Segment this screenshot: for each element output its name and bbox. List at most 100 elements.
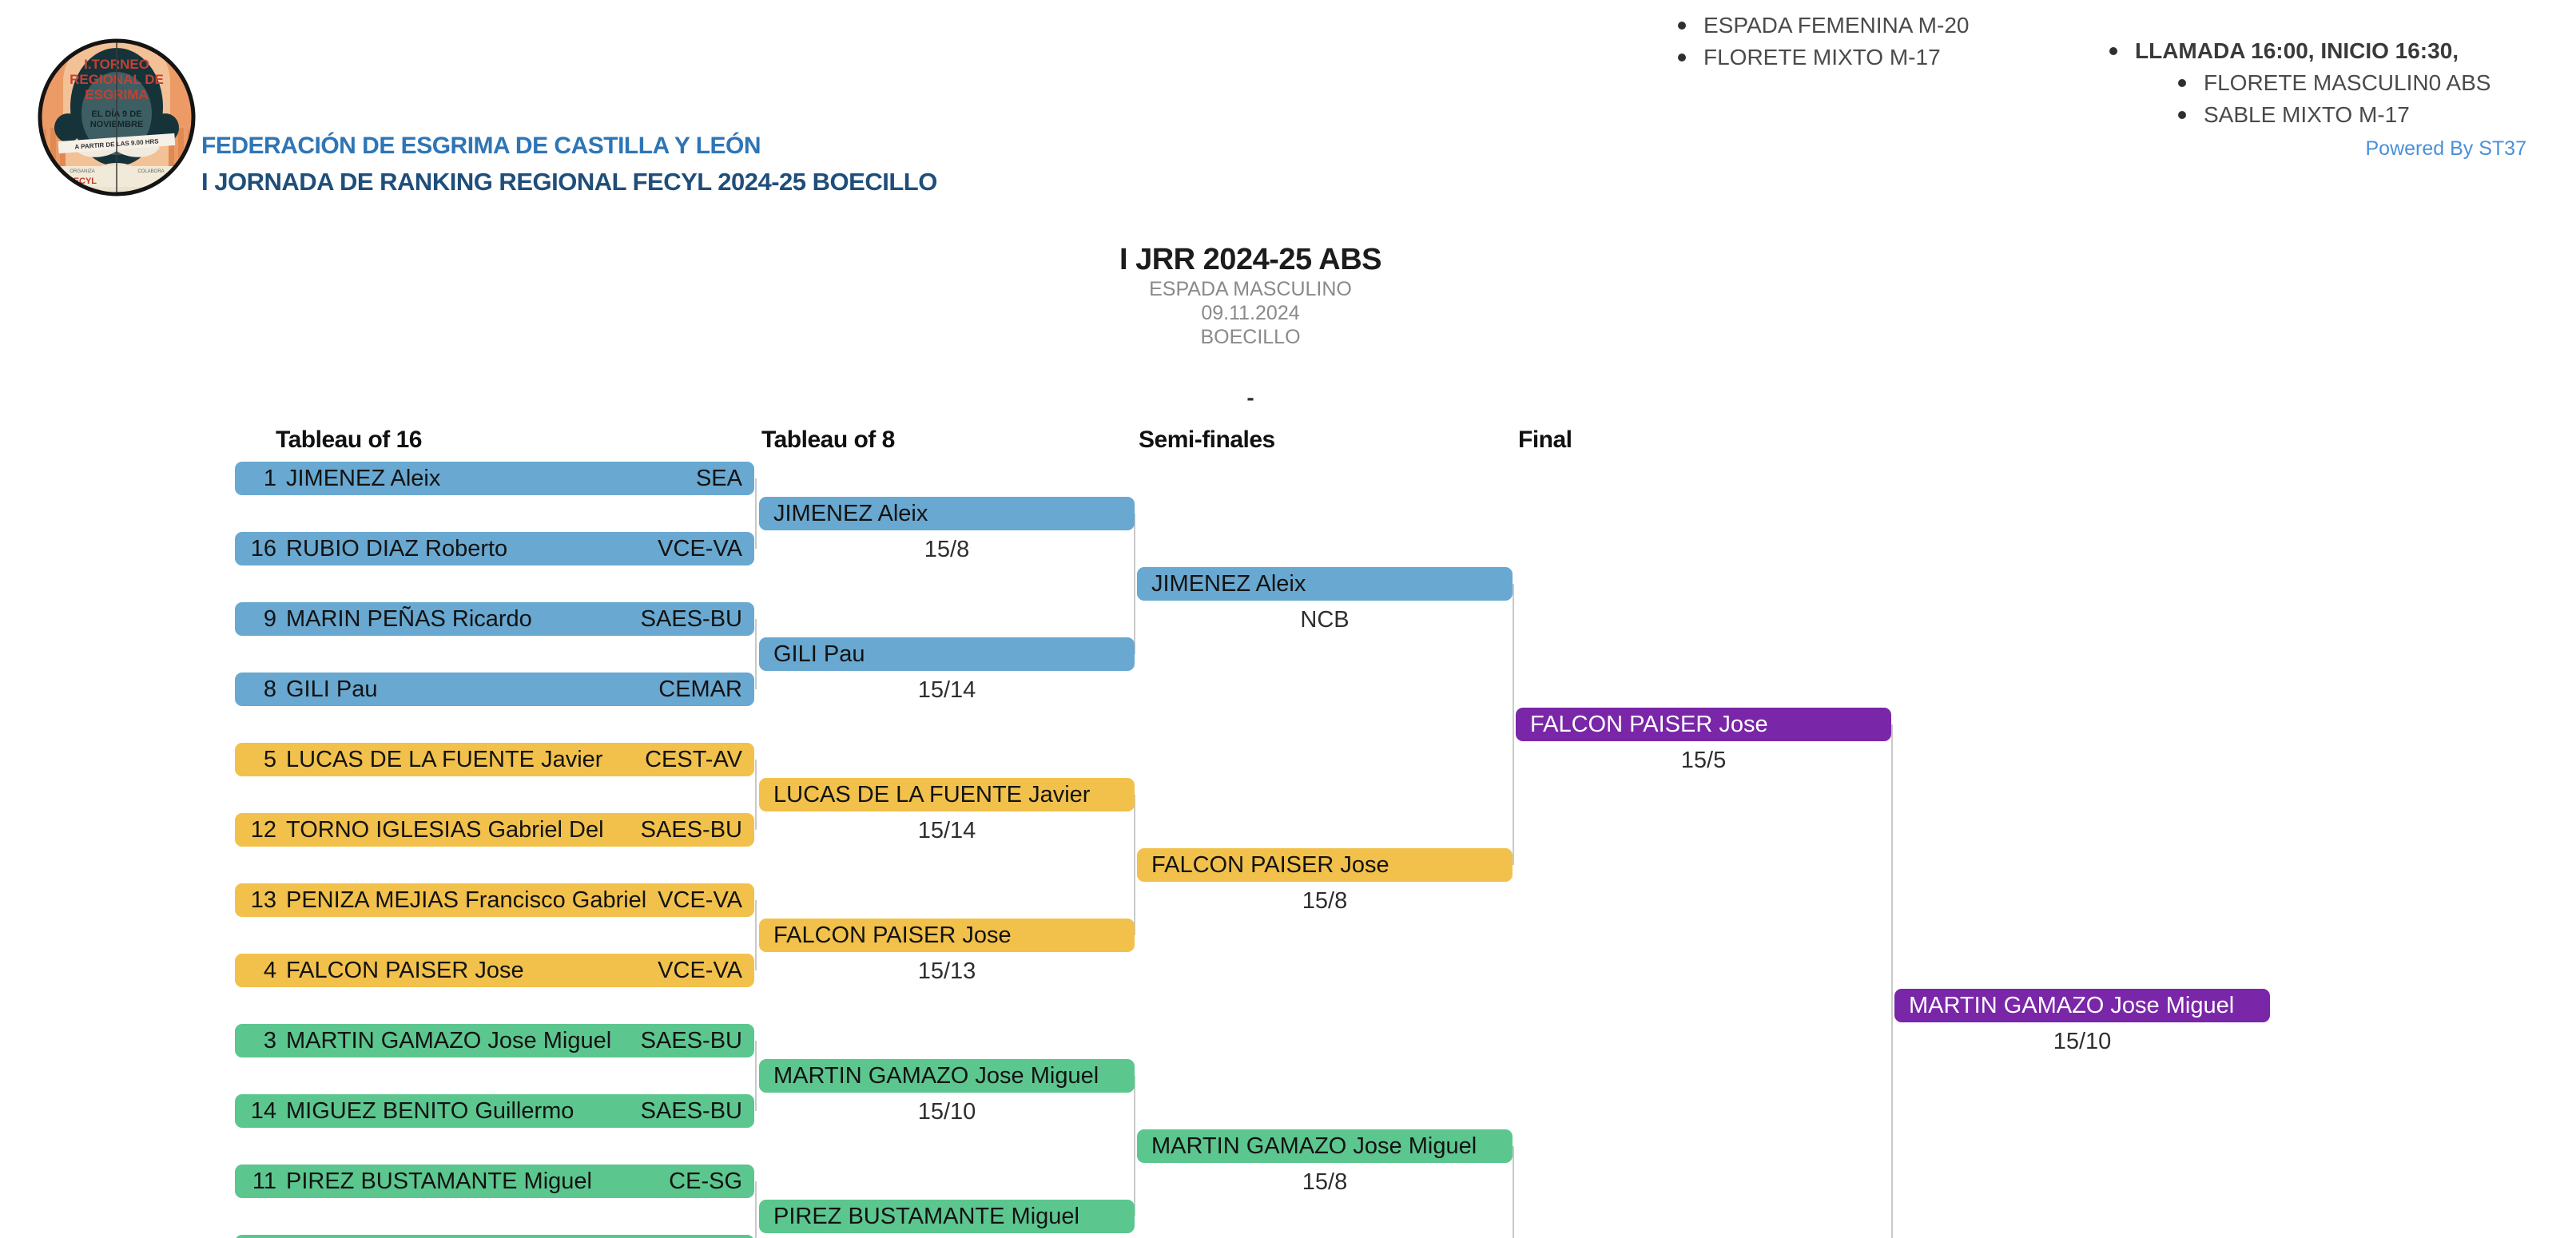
seed-number: 11 xyxy=(252,1169,276,1194)
seed-number: 12 xyxy=(250,817,276,843)
fencer-name: MIGUEZ BENITO Guillermo xyxy=(286,1098,574,1124)
bullet-icon xyxy=(2178,79,2186,87)
t16-row: 9 MARIN PEÑAS Ricardo SAES-BU xyxy=(235,602,754,636)
competition-venue: BOECILLO xyxy=(1200,326,1301,348)
call-time-item: LLAMADA 16:00, INICIO 16:30, xyxy=(2101,35,2491,67)
bullet-icon xyxy=(1678,54,1686,62)
separator-dash: - xyxy=(1246,385,1254,410)
bout-score: NCB xyxy=(1300,607,1350,633)
bout-score: 15/8 xyxy=(1302,888,1348,914)
semifinal-row: FALCON PAISER Jose xyxy=(1137,848,1513,882)
bullet-icon xyxy=(2178,111,2186,119)
fencer-name: TORNO IGLESIAS Gabriel Del xyxy=(286,817,604,843)
event-list-item: FLORETE MIXTO M-17 xyxy=(1670,42,1969,73)
club-code: CEMAR xyxy=(658,677,742,702)
bullet-icon xyxy=(2109,47,2117,55)
powered-by-link[interactable]: Powered By ST37 xyxy=(2365,137,2527,160)
bracket-connector xyxy=(755,760,757,830)
column-header-tableau8: Tableau of 8 xyxy=(761,427,895,453)
club-code: SEA xyxy=(695,466,742,491)
competition-weapon: ESPADA MASCULINO xyxy=(1149,278,1352,300)
fencer-name: JIMENEZ Aleix xyxy=(1151,571,1306,597)
bracket-connector xyxy=(1513,1146,1514,1238)
competition-date: 09.11.2024 xyxy=(1201,302,1300,324)
event-list-label: ESPADA FEMENINA M-20 xyxy=(1703,13,1970,38)
event-list-item: FLORETE MASCULIN0 ABS xyxy=(2170,67,2491,99)
semifinal-row: MARTIN GAMAZO Jose Miguel xyxy=(1137,1129,1513,1163)
bout-score: 15/8 xyxy=(924,537,970,562)
t16-row: 5 LUCAS DE LA FUENTE Javier CEST-AV xyxy=(235,743,754,776)
bracket-connector xyxy=(755,1181,757,1238)
column-header-semifinals: Semi-finales xyxy=(1139,427,1275,453)
t8-row: PIREZ BUSTAMANTE Miguel xyxy=(759,1200,1135,1233)
fencer-name: JIMENEZ Aleix xyxy=(773,501,928,526)
seed-number: 1 xyxy=(263,466,276,491)
t8-row: LUCAS DE LA FUENTE Javier xyxy=(759,778,1135,811)
club-code: VCE-VA xyxy=(658,536,742,561)
poster-organiza-label: ORGANIZA xyxy=(70,169,94,174)
event-list-item: SABLE MIXTO M-17 xyxy=(2170,99,2491,131)
club-code: SAES-BU xyxy=(640,606,742,632)
t16-row: 16 RUBIO DIAZ Roberto VCE-VA xyxy=(235,532,754,565)
t8-row: JIMENEZ Aleix xyxy=(759,497,1135,530)
fencer-name: FALCON PAISER Jose xyxy=(286,958,524,983)
fencer-name: FALCON PAISER Jose xyxy=(773,923,1012,948)
bracket-connector xyxy=(1513,584,1514,865)
fencer-name: FALCON PAISER Jose xyxy=(1530,712,1768,737)
bracket-connector xyxy=(1134,795,1135,935)
bullet-icon xyxy=(1678,22,1686,30)
club-code: VCE-VA xyxy=(658,958,742,983)
seed-number: 14 xyxy=(250,1098,276,1124)
event-list-label: SABLE MIXTO M-17 xyxy=(2204,102,2410,127)
fencer-name: MARTIN GAMAZO Jose Miguel xyxy=(1909,993,2235,1018)
fencer-name: MARTIN GAMAZO Jose Miguel xyxy=(286,1028,612,1053)
t16-row: 13 PENIZA MEJIAS Francisco Gabriel VCE-V… xyxy=(235,883,754,917)
club-code: SAES-BU xyxy=(640,1028,742,1053)
club-code: CE-SG xyxy=(669,1169,742,1194)
t16-row: 3 MARTIN GAMAZO Jose Miguel SAES-BU xyxy=(235,1024,754,1057)
column-header-final: Final xyxy=(1518,427,1572,453)
bout-score: 15/14 xyxy=(917,818,976,843)
bracket-connector xyxy=(755,1041,757,1111)
fencer-name: GILI Pau xyxy=(286,677,378,702)
bout-score: 15/10 xyxy=(2053,1029,2112,1054)
events-list-left: ESPADA FEMENINA M-20 FLORETE MIXTO M-17 xyxy=(1670,10,1969,73)
event-list-label: FLORETE MIXTO M-17 xyxy=(1703,45,1941,69)
fencer-name: MARTIN GAMAZO Jose Miguel xyxy=(1151,1133,1477,1159)
club-code: SAES-BU xyxy=(640,817,742,843)
seed-number: 9 xyxy=(263,606,276,632)
t8-row: MARTIN GAMAZO Jose Miguel xyxy=(759,1059,1135,1093)
club-code: SAES-BU xyxy=(640,1098,742,1124)
fencer-name: LUCAS DE LA FUENTE Javier xyxy=(773,782,1091,807)
fencer-name: LUCAS DE LA FUENTE Javier xyxy=(286,747,603,772)
event-list-item: ESPADA FEMENINA M-20 xyxy=(1670,10,1969,42)
seed-number: 13 xyxy=(250,887,276,913)
fencer-name: GILI Pau xyxy=(773,641,865,667)
logo-ring xyxy=(38,38,196,196)
bout-score: 15/8 xyxy=(1302,1169,1348,1195)
event-list-label: FLORETE MASCULIN0 ABS xyxy=(2204,70,2491,95)
bracket-connector xyxy=(1134,514,1135,654)
t16-row: 14 MIGUEZ BENITO Guillermo SAES-BU xyxy=(235,1094,754,1128)
competition-title: I JRR 2024-25 ABS xyxy=(1119,243,1382,276)
seed-number: 16 xyxy=(250,536,276,561)
competition-title-block: I JRR 2024-25 ABS ESPADA MASCULINO 09.11… xyxy=(1011,242,1490,410)
seed-number: 4 xyxy=(263,958,276,983)
bracket-connector xyxy=(755,478,757,549)
tournament-poster-logo: I.TORNEO REGIONAL DE ESGRIMA EL DÍA 9 DE… xyxy=(38,38,196,196)
fencer-name: MARTIN GAMAZO Jose Miguel xyxy=(773,1063,1099,1089)
t16-row: 8 GILI Pau CEMAR xyxy=(235,673,754,706)
bracket-connector xyxy=(755,900,757,970)
bout-score: 15/13 xyxy=(917,958,976,984)
bracket-connector xyxy=(1134,1076,1135,1216)
final-row: FALCON PAISER Jose xyxy=(1516,708,1891,741)
t8-row: GILI Pau xyxy=(759,637,1135,671)
bout-score: 15/5 xyxy=(1680,748,1727,773)
club-code: VCE-VA xyxy=(658,887,742,913)
semifinal-row: JIMENEZ Aleix xyxy=(1137,567,1513,601)
bout-score: 15/14 xyxy=(917,677,976,703)
t16-row: 12 TORNO IGLESIAS Gabriel Del SAES-BU xyxy=(235,813,754,847)
call-time-label: LLAMADA 16:00, INICIO 16:30, xyxy=(2135,38,2459,63)
fencer-name: PENIZA MEJIAS Francisco Gabriel xyxy=(286,887,647,913)
